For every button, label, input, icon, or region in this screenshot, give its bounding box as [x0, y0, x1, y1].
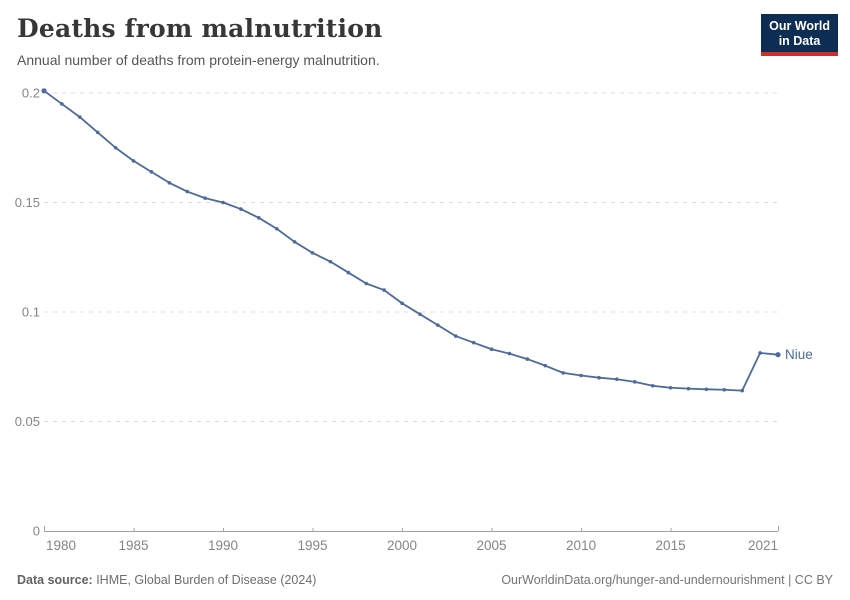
data-point — [507, 351, 512, 356]
data-point — [60, 102, 64, 106]
y-tick-label: 0.2 — [22, 86, 40, 101]
data-point — [149, 170, 154, 174]
data-point — [668, 385, 673, 390]
footer-separator: | — [784, 573, 795, 587]
x-tick-label: 2005 — [477, 538, 507, 553]
y-tick-label: 0.1 — [22, 305, 40, 320]
data-point — [436, 323, 440, 327]
data-point — [346, 270, 351, 275]
y-tick-label: 0.05 — [15, 414, 40, 429]
data-point — [185, 189, 190, 194]
series-end-label: Niue — [785, 347, 813, 362]
data-point — [453, 334, 458, 338]
data-point — [400, 301, 404, 306]
data-point — [78, 115, 82, 119]
data-point — [113, 145, 118, 150]
data-point — [418, 312, 422, 316]
data-point — [615, 377, 619, 382]
data-point — [722, 387, 727, 392]
data-point — [328, 259, 333, 264]
x-tick-label: 1985 — [118, 538, 148, 553]
owid-logo-line2: in Data — [778, 33, 821, 48]
data-point — [292, 240, 297, 244]
x-tick-label: 1990 — [208, 538, 238, 553]
data-point — [382, 288, 386, 292]
footer-link-block[interactable]: OurWorldinData.org/hunger-and-undernouri… — [501, 573, 833, 587]
data-point — [579, 373, 583, 378]
data-point — [364, 281, 369, 286]
data-point — [686, 386, 691, 391]
data-point — [704, 387, 709, 392]
footer-license: CC BY — [794, 573, 833, 587]
data-source-text: IHME, Global Burden of Disease (2024) — [92, 573, 317, 587]
data-point — [203, 196, 207, 200]
data-point — [167, 180, 172, 185]
y-tick-label: 0 — [33, 524, 40, 539]
data-point — [95, 130, 100, 135]
owid-logo[interactable]: Our World in Data — [761, 14, 838, 56]
data-point — [471, 340, 476, 345]
owid-logo-line1: Our World — [769, 19, 830, 33]
chart-footer: Data source: IHME, Global Burden of Dise… — [0, 573, 850, 587]
data-source-note: Data source: IHME, Global Burden of Dise… — [17, 573, 316, 587]
data-source-label: Data source: — [17, 573, 93, 587]
chart-subtitle: Annual number of deaths from protein-ene… — [17, 52, 380, 68]
data-point — [131, 159, 136, 163]
data-point — [525, 357, 530, 361]
data-point — [274, 226, 279, 231]
data-point — [775, 352, 781, 358]
footer-url[interactable]: OurWorldinData.org/hunger-and-undernouri… — [501, 573, 785, 587]
data-point — [632, 380, 637, 384]
data-point — [740, 388, 744, 393]
data-point — [41, 88, 47, 94]
data-point — [561, 371, 565, 375]
data-point — [310, 251, 315, 255]
data-point — [543, 363, 548, 368]
page-title: Deaths from malnutrition — [17, 14, 383, 43]
x-tick-label: 2010 — [566, 538, 596, 553]
data-point — [650, 384, 655, 388]
chart-header: Deaths from malnutrition Annual number o… — [17, 14, 757, 68]
x-tick-label: 2000 — [387, 538, 417, 553]
data-point — [758, 351, 762, 355]
data-point — [221, 200, 225, 205]
data-point — [257, 216, 261, 220]
data-line — [43, 89, 779, 392]
data-point — [597, 375, 601, 380]
x-tick-label: 2021 — [748, 538, 778, 553]
data-point — [239, 207, 243, 211]
x-tick-label: 1980 — [46, 538, 76, 553]
data-point — [489, 347, 494, 352]
y-tick-label: 0.15 — [15, 195, 40, 210]
x-tick-label: 2015 — [656, 538, 686, 553]
x-tick-label: 1995 — [298, 538, 328, 553]
